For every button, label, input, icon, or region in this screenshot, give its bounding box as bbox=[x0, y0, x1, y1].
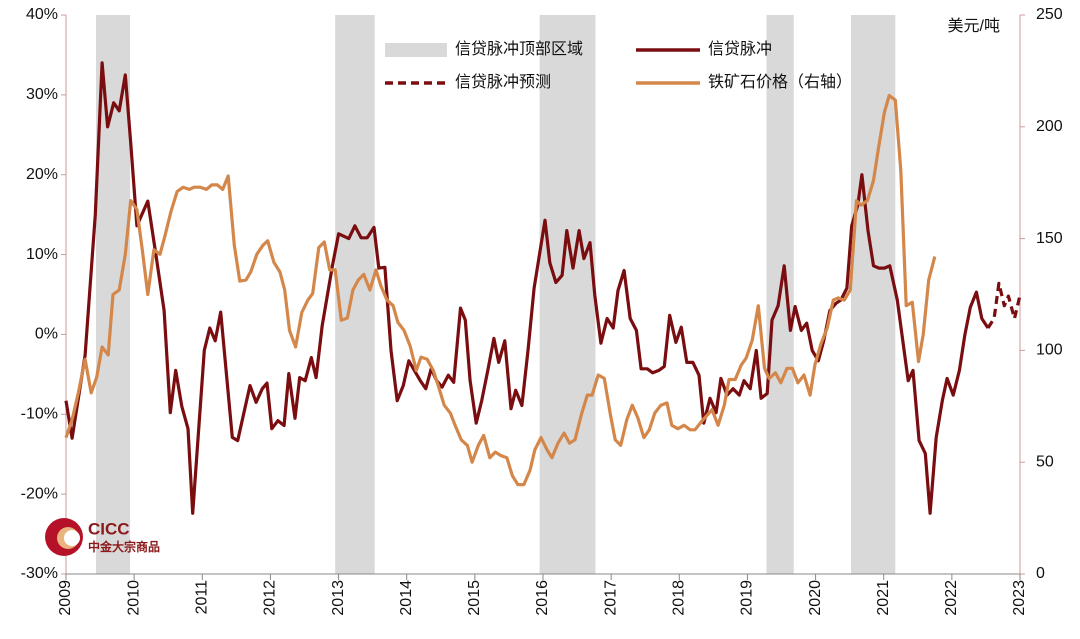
shaded-region bbox=[335, 15, 375, 574]
x-tick-label: 2018 bbox=[671, 580, 688, 616]
lines bbox=[64, 61, 1022, 515]
x-tick-label: 2020 bbox=[807, 580, 824, 616]
legend-label: 信贷脉冲 bbox=[708, 40, 772, 58]
x-tick-label: 2021 bbox=[875, 580, 892, 616]
y-tick-label: -30% bbox=[21, 565, 58, 582]
x-tick-label: 2016 bbox=[534, 580, 551, 616]
y2-tick-label: 250 bbox=[1036, 6, 1063, 23]
x-tick-label: 2017 bbox=[602, 580, 619, 616]
x-tick-label: 2023 bbox=[1011, 580, 1028, 616]
y-tick-label: 10% bbox=[26, 246, 58, 263]
series-line bbox=[64, 61, 990, 515]
y2-tick-label: 150 bbox=[1036, 230, 1063, 247]
y-tick-label: 40% bbox=[26, 6, 58, 23]
y-tick-label: -10% bbox=[21, 406, 58, 423]
y-tick-label: 30% bbox=[26, 86, 58, 103]
axes: -30% -20% -10% 0% 10% 20% 30% 40% 0 50 100 150 200 25… bbox=[21, 6, 1063, 615]
shaded-regions bbox=[95, 15, 896, 574]
series-line bbox=[64, 93, 937, 487]
x-tick-label: 2011 bbox=[194, 580, 211, 615]
x-tick-label: 2013 bbox=[330, 580, 347, 616]
legend-key bbox=[385, 43, 447, 57]
y2-tick-label: 100 bbox=[1036, 342, 1063, 359]
shaded-region bbox=[539, 15, 596, 574]
series-line bbox=[986, 281, 1022, 329]
y-tick-label: 0% bbox=[35, 326, 58, 343]
legend: 信贷脉冲顶部区域 信贷脉冲 信贷脉冲预测 铁矿石价格（右轴） bbox=[385, 40, 852, 91]
y2-tick-label: 50 bbox=[1036, 453, 1054, 470]
logo-mark bbox=[64, 530, 80, 546]
logo-name: CICC bbox=[88, 519, 130, 538]
legend-label: 信贷脉冲预测 bbox=[455, 73, 551, 91]
y2-tick-label: 0 bbox=[1036, 565, 1045, 582]
x-tick-label: 2010 bbox=[125, 580, 142, 616]
y-tick-label: -20% bbox=[21, 485, 58, 502]
x-tick-label: 2015 bbox=[466, 580, 483, 616]
y-tick-label: 20% bbox=[26, 166, 58, 183]
x-tick-label: 2012 bbox=[262, 580, 279, 616]
y2-tick-label: 200 bbox=[1036, 118, 1063, 135]
shaded-region bbox=[851, 15, 896, 574]
x-tick-label: 2009 bbox=[57, 580, 74, 616]
logo-subtitle: 中金大宗商品 bbox=[88, 539, 160, 554]
legend-label: 铁矿石价格（右轴） bbox=[708, 73, 852, 91]
x-tick-label: 2022 bbox=[943, 580, 960, 616]
legend-label: 信贷脉冲顶部区域 bbox=[455, 40, 583, 58]
logo: CICC 中金大宗商品 bbox=[45, 518, 160, 556]
x-tick-label: 2019 bbox=[739, 580, 756, 616]
y2-axis-label: 美元/吨 bbox=[948, 17, 1000, 35]
x-tick-label: 2014 bbox=[398, 580, 415, 616]
